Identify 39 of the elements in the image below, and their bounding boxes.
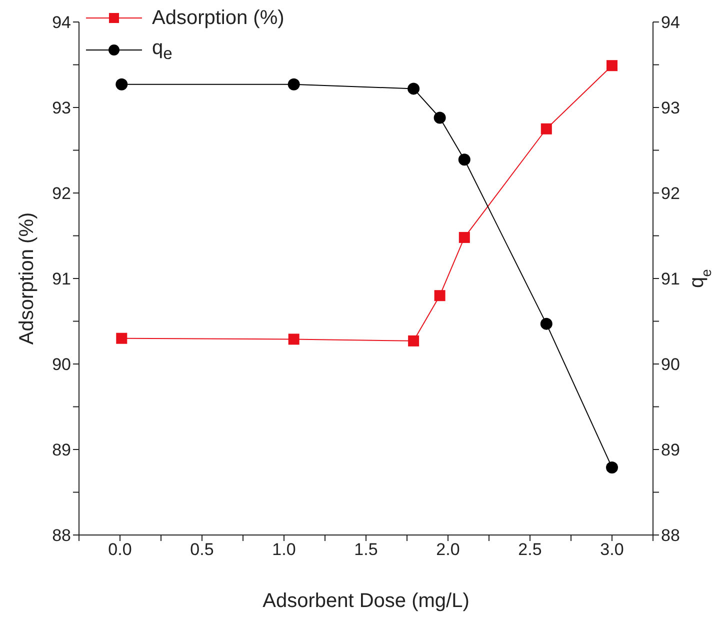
x-tick-label: 0.5 [190, 540, 214, 560]
point [408, 335, 420, 346]
y-tick-label: 92 [52, 184, 71, 204]
y-tick-label: 89 [52, 440, 71, 460]
legend-label: Adsorption (%) [152, 6, 284, 30]
x-tick-label: 0.0 [108, 540, 132, 560]
y2-tick-label: 92 [661, 184, 680, 204]
point [540, 318, 552, 330]
point [606, 60, 618, 72]
y-tick-label: 88 [52, 526, 71, 546]
y2-tick-label: 90 [661, 355, 680, 374]
y-tick-label: 94 [52, 13, 71, 32]
y-axis-title: Adsorption (%) [16, 212, 38, 345]
x-tick-label: 3.0 [600, 540, 624, 560]
point [288, 334, 300, 345]
point [116, 78, 128, 90]
point [540, 123, 552, 134]
x-tick-label: 1.0 [272, 540, 296, 560]
y-tick-label: 90 [52, 355, 71, 374]
y2-tick-label: 93 [661, 98, 680, 118]
point [458, 232, 470, 243]
point [434, 290, 446, 302]
y2-tick-label: 88 [661, 526, 680, 546]
point [434, 112, 446, 124]
point [606, 461, 618, 474]
x-tick-label: 1.5 [354, 540, 378, 560]
point [116, 332, 128, 344]
y-tick-label: 91 [52, 270, 71, 289]
x-tick-label: 2.0 [436, 540, 460, 560]
legend-label: q$_{e}$ [152, 36, 172, 64]
point [288, 78, 300, 90]
x-axis-title: Adsorbent Dose (mg/L) [262, 590, 470, 612]
y2-tick-label: 89 [661, 440, 680, 460]
point [458, 154, 470, 166]
y2-tick-label: 91 [661, 270, 680, 289]
point [408, 82, 420, 95]
y-tick-label: 93 [52, 98, 71, 118]
y2-tick-label: 94 [661, 13, 680, 32]
x-tick-label: 2.5 [518, 540, 542, 560]
